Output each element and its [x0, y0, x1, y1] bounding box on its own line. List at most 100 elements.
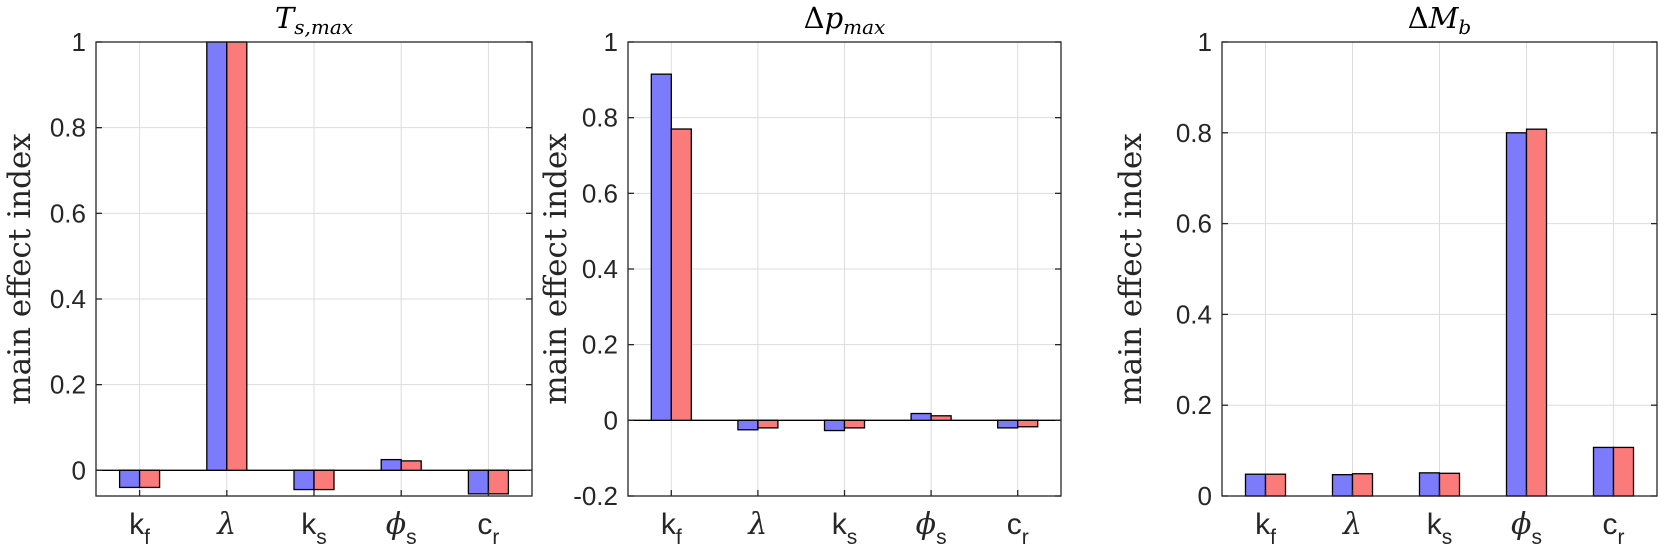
bar-series-2-cat-2 [226, 41, 248, 471]
text-part: λ [747, 507, 767, 542]
bar-series-1-cat-5 [1592, 446, 1615, 497]
y-tick-label: -0.2 [573, 481, 618, 511]
y-tick-label: 0.8 [582, 103, 618, 133]
bar-series-2-cat-3 [1438, 472, 1461, 497]
bar-series-2-cat-5 [1612, 446, 1635, 497]
bar-series-1-cat-2 [206, 41, 228, 471]
text-part: s [1531, 526, 1542, 549]
bar-series-1-cat-3 [1418, 472, 1441, 497]
text-part: f [676, 526, 682, 549]
text-part: f [144, 526, 150, 549]
text-part: r [1618, 526, 1625, 549]
bar-series-1-cat-4 [380, 458, 402, 471]
bar-series-2-cat-2 [757, 419, 779, 429]
y-tick-label: 0.8 [50, 113, 86, 143]
y-axis-label: main effect index [1113, 133, 1149, 405]
x-tick-label: ks [1427, 508, 1453, 549]
x-tick-label: λ [1342, 507, 1362, 542]
bar-series-2-cat-2 [1351, 473, 1374, 497]
y-tick-label: 0.6 [1176, 209, 1212, 239]
bar-series-2-cat-3 [313, 469, 335, 491]
chart-title: ΔMb [1408, 1, 1471, 39]
x-tick-label: ϕs [916, 507, 947, 549]
y-tick-label: 1 [72, 27, 86, 57]
bar-series-1-cat-4 [910, 412, 932, 421]
y-tick-label: 0.4 [1176, 299, 1212, 329]
text-part: Δ [1408, 1, 1429, 35]
chart-title: Δpmax [804, 1, 886, 39]
bar-series-1-cat-3 [823, 419, 846, 432]
x-tick-label: λ [747, 507, 767, 542]
text-part: λ [1342, 507, 1362, 542]
bar-series-1-cat-2 [1331, 474, 1354, 497]
bar-series-2-cat-1 [1264, 473, 1287, 497]
bar-series-1-cat-4 [1505, 132, 1528, 497]
text-part: s,max [294, 15, 353, 39]
text-part: ϕ [386, 507, 406, 542]
bar-series-2-cat-5 [1017, 419, 1039, 428]
text-part: c [1007, 508, 1022, 541]
text-part: k [1427, 508, 1443, 541]
text-part: f [1270, 526, 1276, 549]
text-part: s [1442, 526, 1453, 549]
text-part: s [936, 526, 947, 549]
x-tick-label: kf [129, 508, 150, 549]
text-part: T [275, 1, 297, 35]
bar-series-2-cat-3 [843, 419, 866, 429]
text-part: k [1255, 508, 1271, 541]
text-part: c [1603, 508, 1618, 541]
y-tick-label: 0.4 [50, 284, 86, 314]
x-tick-label: cr [477, 508, 499, 549]
bar-series-2-cat-4 [930, 415, 952, 421]
x-tick-label: kf [1255, 508, 1276, 549]
text-part: M [1428, 1, 1460, 35]
y-tick-label: 0.6 [582, 178, 618, 208]
bar-series-2-cat-4 [400, 460, 422, 471]
bar-series-2-cat-1 [138, 469, 161, 489]
text-part: b [1458, 15, 1471, 39]
text-part: s [316, 526, 327, 549]
text-part: k [832, 508, 848, 541]
bar-series-1-cat-3 [293, 469, 315, 491]
y-tick-label: 0.4 [582, 254, 618, 284]
x-tick-label: λ [216, 507, 236, 542]
y-tick-label: 0 [1198, 481, 1212, 511]
bar-series-1-cat-1 [118, 469, 141, 489]
x-tick-label: ϕs [386, 507, 417, 549]
y-tick-label: 0 [72, 455, 86, 485]
text-part: k [301, 508, 317, 541]
text-part: max [843, 15, 885, 39]
bar-series-2-cat-4 [1525, 128, 1548, 497]
text-part: Δ [804, 1, 825, 35]
chart-title: Ts,max [275, 1, 353, 39]
bar-series-1-cat-1 [650, 73, 672, 421]
y-tick-label: 0.8 [1176, 118, 1212, 148]
text-part: λ [216, 507, 236, 542]
text-part: s [406, 526, 417, 549]
text-part: p [825, 1, 844, 35]
y-axis-label: main effect index [2, 133, 38, 405]
text-part: k [129, 508, 145, 541]
x-tick-label: ks [832, 508, 858, 549]
bar-series-1-cat-5 [997, 419, 1019, 429]
y-tick-label: 1 [1198, 27, 1212, 57]
y-tick-label: 0.2 [50, 370, 86, 400]
y-tick-label: 0.2 [1176, 390, 1212, 420]
text-part: ϕ [916, 507, 936, 542]
x-tick-label: ks [301, 508, 327, 549]
text-part: ϕ [1511, 507, 1531, 542]
text-part: s [847, 526, 858, 549]
bar-series-2-cat-1 [670, 128, 692, 421]
y-tick-label: 0.6 [50, 198, 86, 228]
y-tick-label: 0 [604, 405, 618, 435]
y-tick-label: 1 [604, 27, 618, 57]
text-part: c [477, 508, 492, 541]
bar-series-1-cat-5 [467, 469, 490, 495]
text-part: k [661, 508, 677, 541]
bar-series-1-cat-1 [1244, 473, 1267, 497]
y-tick-label: 0.2 [582, 330, 618, 360]
x-tick-label: kf [661, 508, 682, 549]
text-part: r [492, 526, 499, 549]
